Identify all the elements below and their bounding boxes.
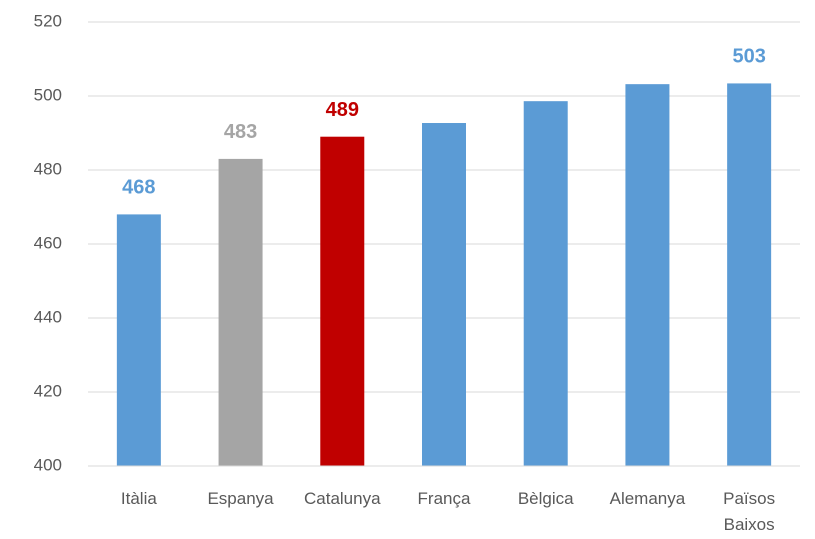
x-tick-label: Alemanya [609, 489, 686, 508]
value-label: 468 [122, 177, 155, 199]
bar [116, 214, 161, 466]
bar [523, 101, 568, 467]
x-tick-label: Bèlgica [517, 489, 574, 508]
y-tick-label: 460 [34, 233, 62, 252]
x-tick-label: Espanya [207, 489, 274, 508]
bar [218, 158, 263, 466]
y-tick-label: 500 [34, 85, 62, 104]
bar [625, 84, 670, 466]
bar [727, 83, 772, 467]
x-tick-label: Itàlia [120, 489, 157, 508]
y-tick-label: 400 [34, 455, 62, 474]
y-tick-label: 420 [34, 381, 62, 400]
x-tick-label: França [417, 489, 471, 508]
y-tick-label: 520 [34, 11, 62, 30]
y-tick-label: 440 [34, 307, 62, 326]
value-label: 503 [732, 46, 765, 68]
value-label: 489 [326, 99, 359, 121]
bar [422, 123, 466, 466]
y-tick-label: 480 [34, 159, 62, 178]
bar [320, 136, 365, 466]
value-label: 483 [224, 121, 257, 143]
x-tick-label: Catalunya [303, 489, 381, 508]
x-tick-label: Països Baixos [723, 489, 776, 534]
